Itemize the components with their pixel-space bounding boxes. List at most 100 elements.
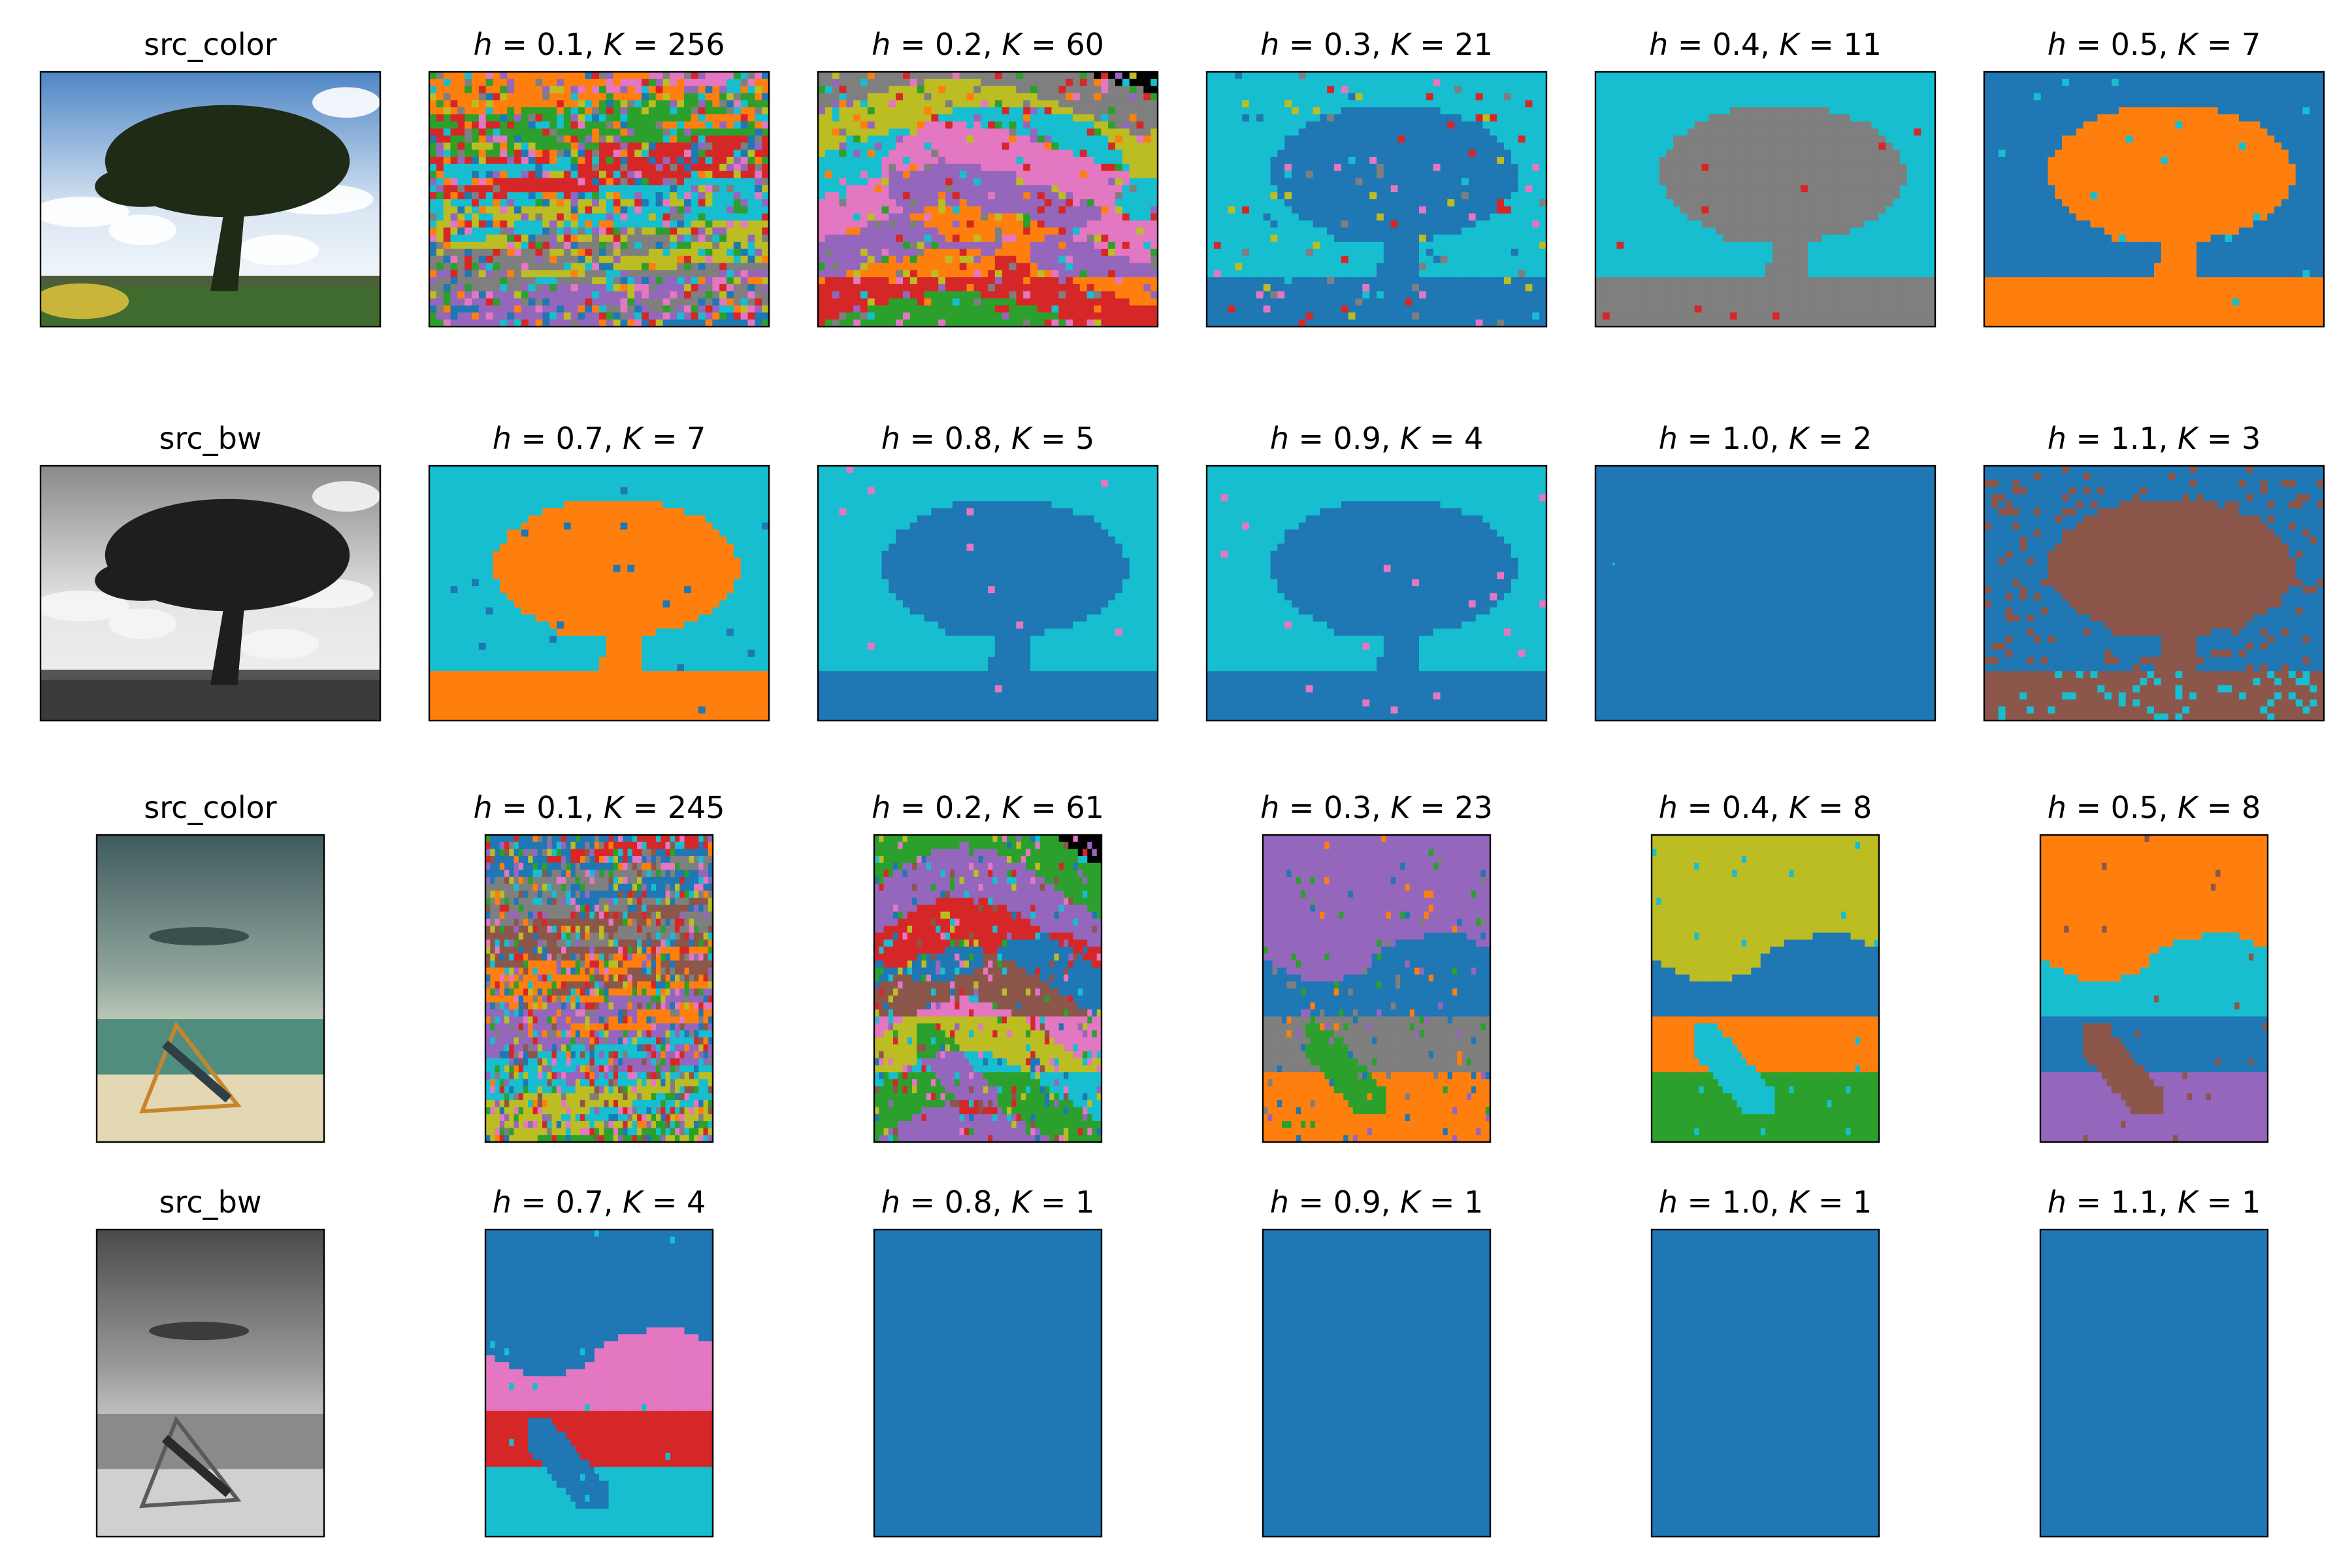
segment-cell [973,192,981,200]
segment-cell [903,114,911,122]
segment-cell [542,157,550,165]
segment-cell [1468,107,1477,115]
segment-cell [478,213,487,221]
segment-cell [1101,171,1109,179]
segment-cell [648,185,657,193]
segment-cell [1136,72,1144,80]
segment-cell [500,185,508,193]
segment-cell [507,227,515,235]
segment-cell [1298,150,1307,157]
segment-cell [867,255,875,264]
segment-cell [620,135,628,143]
segment-cell [1079,100,1088,108]
segment-cell [563,199,572,207]
segment-cell [493,72,500,80]
segment-cell [988,107,996,115]
segment-cell [1242,150,1250,157]
segment-cell [733,114,742,122]
segment-cell [1447,213,1455,221]
segment-cell [1397,171,1405,179]
segment-cell [478,114,487,122]
segment-cell [1058,235,1066,242]
segment-cell [1044,242,1053,250]
segment-cell [1390,242,1399,250]
segment-cell [549,100,557,108]
segment-cell [874,227,883,235]
segment-cell [1532,171,1540,179]
segment-cell [1066,93,1073,101]
segment-cell [1348,171,1356,179]
segment-cell [507,248,515,257]
segment-cell [727,93,734,101]
segment-cell [1129,284,1137,292]
segment-cell [938,213,946,221]
segment-cell [655,142,664,150]
segment-cell [1086,78,1095,87]
segment-cell [677,135,685,143]
segment-cell [570,78,579,87]
segment-cell [592,86,600,94]
segment-cell [1235,107,1243,115]
segment-cell [881,235,889,242]
segment-cell [839,255,847,264]
segment-cell [570,157,579,165]
segment-cell [613,178,621,186]
segment-cell [1122,72,1130,80]
segment-cell [1348,185,1356,193]
segment-cell [1044,185,1053,193]
segment-cell [825,185,833,193]
segment-cell [924,213,932,221]
segment-cell [1143,114,1151,122]
segment-cell [1305,150,1314,157]
segment-cell [592,78,600,87]
segment-cell [1051,206,1059,214]
segment-cell [931,199,939,207]
segment-cell [1270,157,1278,165]
segment-cell [542,312,550,320]
segment-cell [1228,107,1235,115]
segment-cell [493,150,500,157]
segment-cell [1348,270,1356,278]
segment-cell [988,235,996,242]
segment-cell [889,242,896,250]
segment-cell [846,171,854,179]
segment-cell [1136,128,1144,137]
segment-cell [1115,150,1123,157]
segment-cell [585,213,593,221]
segment-cell [436,220,444,228]
segment-cell [1143,107,1151,115]
segment-cell [1220,178,1229,186]
segment-cell [705,277,713,285]
segment-cell [867,263,875,270]
segment-cell [832,163,840,172]
segment-cell [691,72,699,80]
segment-cell [874,235,883,242]
segment-cell [727,220,734,228]
segment-cell [620,319,628,327]
segment-cell [599,93,607,101]
segment-cell [1242,255,1250,264]
segment-cell [818,192,826,200]
segment-cell [478,150,487,157]
segment-cell [1129,305,1137,313]
segment-cell [648,220,657,228]
segment-cell [542,206,550,214]
segment-cell [818,248,826,257]
segment-cell [1129,157,1137,165]
segment-cell [1136,185,1144,193]
segment-cell [924,277,932,285]
segment-cell [1037,78,1045,87]
segment-cell [903,178,911,186]
segment-cell [585,199,593,207]
segment-cell [705,72,713,80]
segment-cell [542,242,550,250]
segment-cell [1518,255,1526,264]
segment-cell [648,248,657,257]
segment-cell [557,86,564,94]
segment-cell [867,78,875,87]
segment-cell [1518,235,1526,242]
segment-cell [945,185,953,193]
segment-cell [478,135,487,143]
segment-cell [627,142,635,150]
segment-cell [1220,121,1229,129]
